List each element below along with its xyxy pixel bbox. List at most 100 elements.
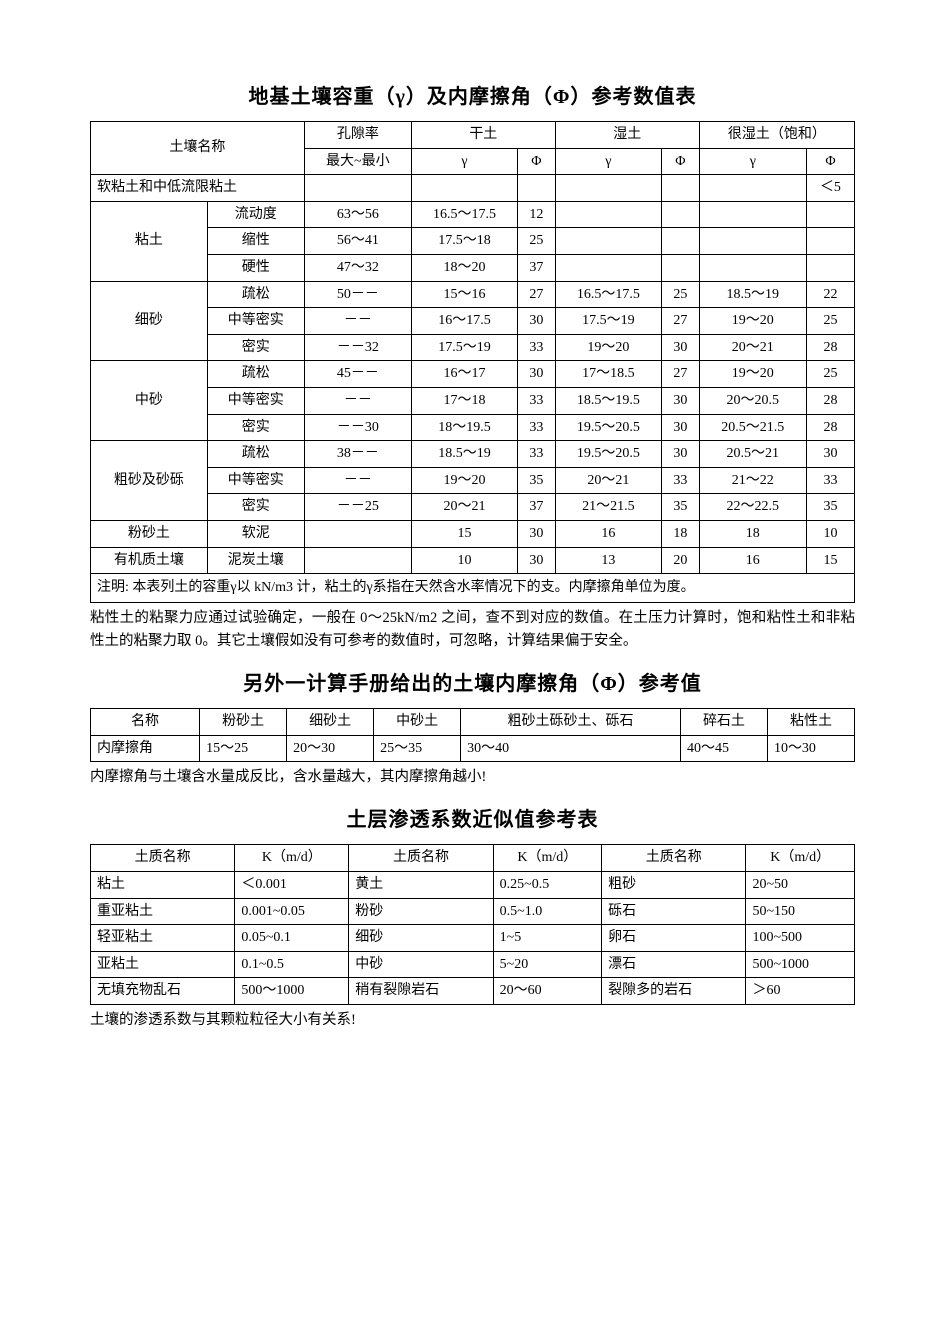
t3-cell: 50~150 [746,898,855,925]
t1-cell: 10 [806,520,854,547]
t3-header: K（m/d） [746,845,855,872]
t1-cell [555,254,661,281]
t1-cell [699,228,806,255]
t1-cell: 30 [518,520,556,547]
t2-rowlabel: 内摩擦角 [91,735,200,762]
t3-cell: 漂石 [602,951,746,978]
t1-cell: 22～22.5 [699,494,806,521]
t1-cell: 38－－ [304,441,411,468]
t1-cell: 20.5～21.5 [699,414,806,441]
table1-para: 粘性土的粘聚力应通过试验确定，一般在 0～25kN/m2 之间，查不到对应的数值… [90,607,855,653]
t2-cell: 25～35 [374,735,461,762]
t1-cell: 25 [518,228,556,255]
t3-cell: ＜0.001 [235,872,349,899]
table1-note: 注明: 本表列土的容重γ以 kN/m3 计，粘土的γ系指在天然含水率情况下的支。… [91,574,855,603]
t3-cell: 100~500 [746,925,855,952]
th-wg: γ [555,148,661,175]
t3-cell: 0.05~0.1 [235,925,349,952]
t1-cell: 15 [411,520,517,547]
t1-cell: －－ [304,467,411,494]
t1-cell: 16 [555,520,661,547]
t1-cell: 37 [518,494,556,521]
t1-cell [662,228,700,255]
t1-cell [806,201,854,228]
t1-cell: 30 [662,414,700,441]
t1-cell: 18.5～19.5 [555,387,661,414]
t1-cell [806,228,854,255]
t2-cell: 20～30 [287,735,374,762]
t1-cell: 密实 [207,414,304,441]
t3-cell: 细砂 [349,925,493,952]
t1-cell: 33 [518,387,556,414]
t1-cell: －－ [304,308,411,335]
t1-cell: 15 [806,547,854,574]
th-maxmin: 最大~最小 [304,148,411,175]
t1-cell: 17.5～19 [411,334,517,361]
t1-cell: －－30 [304,414,411,441]
t1-cell: 流动度 [207,201,304,228]
table3: 土质名称K（m/d）土质名称K（m/d）土质名称K（m/d） 粘土＜0.001黄… [90,844,855,1005]
t1-cell: 20～20.5 [699,387,806,414]
t1-cell: 16.5～17.5 [555,281,661,308]
t1-cell [699,201,806,228]
t1-cell: 17～18 [411,387,517,414]
th-vp: Φ [806,148,854,175]
t1-cell: 25 [662,281,700,308]
t1-cell: 18 [699,520,806,547]
t1-cell: －－ [304,387,411,414]
t1-cell: 33 [518,441,556,468]
t1-cell: 30 [662,441,700,468]
t1-cell: 16～17 [411,361,517,388]
t1-cell [806,254,854,281]
t1-cell: 12 [518,201,556,228]
table2-title: 另外一计算手册给出的土壤内摩擦角（Φ）参考值 [90,667,855,696]
table1-title: 地基土壤容重（γ）及内摩擦角（Φ）参考数值表 [90,80,855,109]
t1-cell: 15～16 [411,281,517,308]
t2-cell: 15～25 [200,735,287,762]
t1-cell [304,175,411,202]
th-wp: Φ [662,148,700,175]
t3-cell: 5~20 [493,951,601,978]
t1-cell: 35 [518,467,556,494]
t1-group: 粘土 [91,201,208,281]
t3-cell: 中砂 [349,951,493,978]
t1-cell [518,175,556,202]
t3-cell: 砾石 [602,898,746,925]
t3-cell: 轻亚粘土 [91,925,235,952]
t1-cell: 21～22 [699,467,806,494]
t1-cell: 19.5～20.5 [555,441,661,468]
t1-cell: 33 [518,334,556,361]
t1-cell: 19～20 [699,308,806,335]
t3-cell: 0.5~1.0 [493,898,601,925]
t1-cell: 30 [518,547,556,574]
t1-cell: 19～20 [411,467,517,494]
t1-cell: 20～21 [411,494,517,521]
t1-cell: 密实 [207,334,304,361]
t2-header: 碎石土 [680,709,767,736]
t1-cell: 45－－ [304,361,411,388]
t1-cell: 19.5～20.5 [555,414,661,441]
t1-cell: 21～21.5 [555,494,661,521]
t1-cell: 20.5～21 [699,441,806,468]
table3-para: 土壤的渗透系数与其颗粒粒径大小有关系! [90,1009,855,1032]
t2-header: 细砂土 [287,709,374,736]
t3-cell: 500~1000 [746,951,855,978]
t1-cell: 19～20 [699,361,806,388]
th-very-wet: 很湿土（饱和） [699,122,854,149]
t1-cell: 63～56 [304,201,411,228]
th-wet: 湿土 [555,122,699,149]
t3-cell: 粗砂 [602,872,746,899]
t3-header: K（m/d） [235,845,349,872]
t3-header: 土质名称 [91,845,235,872]
th-dg: γ [411,148,517,175]
t1-cell: 泥炭土壤 [207,547,304,574]
t1-cell: 20～21 [555,467,661,494]
t1-cell: 35 [806,494,854,521]
t1-cell: 28 [806,414,854,441]
th-dry: 干土 [411,122,555,149]
t1-cell: 33 [806,467,854,494]
t1-cell: 30 [662,334,700,361]
t1-cell: 疏松 [207,441,304,468]
t1-cell [662,201,700,228]
table3-title: 土层渗透系数近似值参考表 [90,803,855,832]
